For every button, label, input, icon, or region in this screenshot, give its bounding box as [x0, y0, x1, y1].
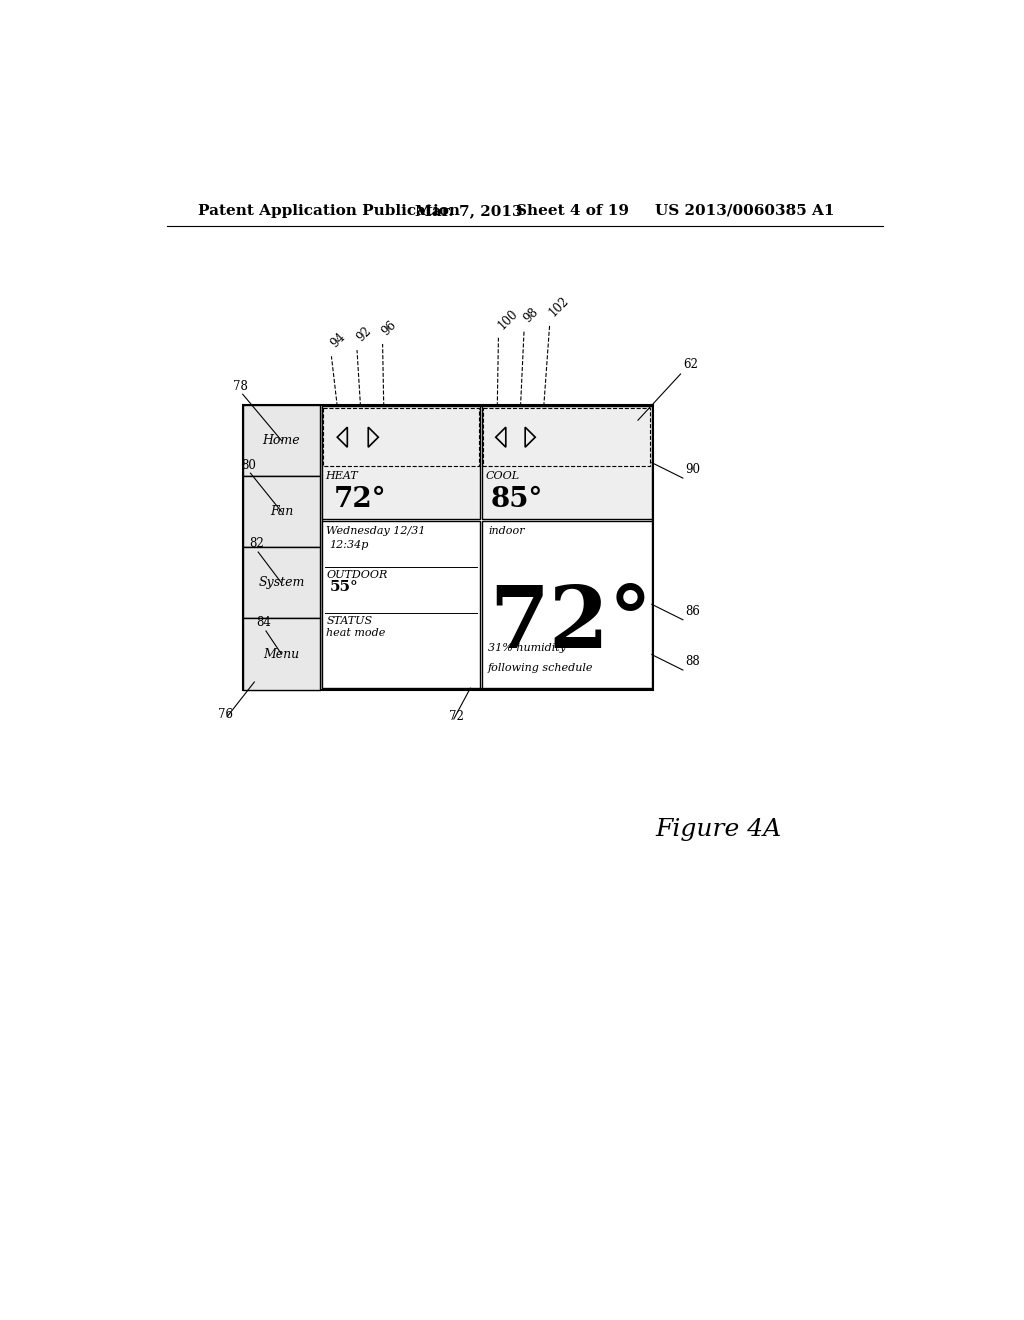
Text: 62: 62 — [683, 358, 697, 371]
Text: 31% humidity: 31% humidity — [488, 643, 566, 653]
Text: US 2013/0060385 A1: US 2013/0060385 A1 — [655, 203, 835, 218]
Text: 86: 86 — [685, 605, 700, 618]
Bar — [243, 548, 321, 619]
Text: Home: Home — [262, 434, 300, 447]
Bar — [324, 408, 478, 466]
Text: 88: 88 — [685, 656, 700, 668]
Text: 72°: 72° — [334, 486, 386, 513]
Text: following schedule: following schedule — [488, 664, 594, 673]
Text: 85°: 85° — [492, 486, 544, 513]
Bar — [243, 619, 321, 689]
Bar — [243, 405, 653, 689]
Text: 78: 78 — [233, 380, 248, 392]
Text: Patent Application Publication: Patent Application Publication — [198, 203, 460, 218]
Bar — [483, 408, 650, 466]
Bar — [243, 405, 321, 477]
Text: Menu: Menu — [263, 648, 299, 660]
Text: 94: 94 — [329, 330, 348, 350]
Text: Mar. 7, 2013: Mar. 7, 2013 — [415, 203, 522, 218]
Text: Fan: Fan — [270, 506, 293, 519]
Text: 92: 92 — [354, 325, 374, 345]
Text: 98: 98 — [521, 306, 541, 326]
Text: OUTDOOR: OUTDOOR — [327, 570, 388, 579]
Bar — [322, 407, 480, 519]
Text: 55°: 55° — [330, 581, 358, 594]
Bar — [481, 520, 652, 688]
Text: 100: 100 — [496, 306, 520, 331]
Text: 76: 76 — [218, 709, 232, 721]
Text: 82: 82 — [249, 537, 263, 550]
Text: heat mode: heat mode — [327, 628, 386, 638]
Text: Wednesday 12/31: Wednesday 12/31 — [327, 527, 426, 536]
Text: 96: 96 — [380, 318, 399, 338]
Text: Figure 4A: Figure 4A — [655, 818, 781, 841]
Bar — [243, 477, 321, 548]
Text: 72: 72 — [450, 710, 464, 723]
Text: 84: 84 — [257, 616, 271, 630]
Text: 72°: 72° — [489, 582, 652, 667]
Bar — [322, 520, 480, 688]
Text: indoor: indoor — [488, 527, 524, 536]
Text: STATUS: STATUS — [327, 616, 373, 626]
Text: 80: 80 — [241, 458, 256, 471]
Text: 102: 102 — [547, 294, 571, 319]
Bar — [322, 407, 652, 688]
Text: System: System — [258, 577, 304, 589]
Text: COOL: COOL — [485, 471, 520, 480]
Text: 12:34p: 12:34p — [330, 540, 369, 550]
Text: HEAT: HEAT — [326, 471, 358, 480]
Text: Sheet 4 of 19: Sheet 4 of 19 — [515, 203, 629, 218]
Text: 90: 90 — [685, 463, 700, 477]
Bar — [481, 407, 652, 519]
